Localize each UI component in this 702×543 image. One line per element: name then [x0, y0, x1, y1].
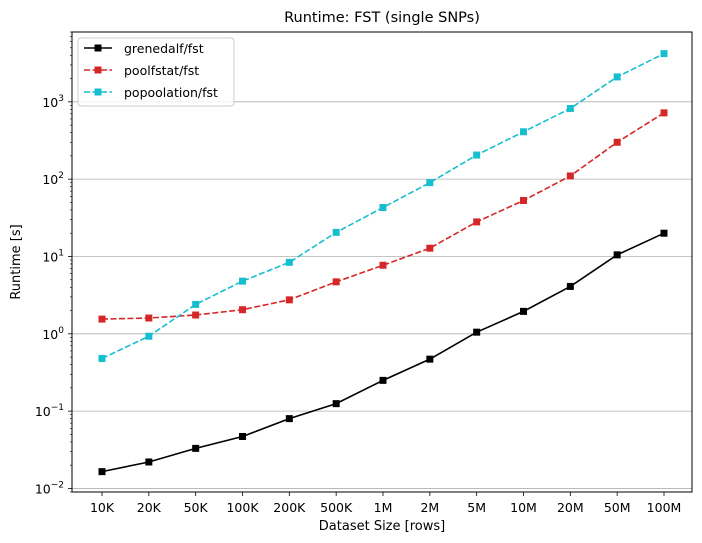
series-2-marker [332, 228, 340, 236]
series-0-marker [192, 444, 200, 452]
x-tick-label: 100M [647, 500, 682, 515]
series-2-marker [660, 50, 668, 58]
y-tick-label: 10−1 [35, 403, 64, 419]
legend-label-1: poolfstat/fst [124, 63, 199, 78]
series-1-marker [566, 172, 574, 180]
series-line-1 [101, 112, 665, 320]
series-0-marker [98, 468, 106, 476]
series-0-marker [426, 355, 434, 363]
legend-box [77, 37, 235, 107]
x-tick-label: 20M [557, 500, 584, 515]
x-tick-label: 100K [226, 500, 259, 515]
series-2-marker [520, 128, 527, 136]
x-tick-label: 10M [510, 500, 537, 515]
series-0-marker [613, 251, 621, 259]
series-0-marker [566, 282, 574, 290]
series-1-marker [473, 218, 481, 226]
x-tick-label: 50K [184, 500, 209, 515]
series-2-marker [145, 332, 153, 340]
series-2-marker [192, 300, 200, 308]
series-1-marker [285, 296, 293, 304]
x-tick-label: 2M [420, 500, 439, 515]
series-0-marker [145, 458, 153, 466]
series-1-marker [145, 314, 153, 322]
x-tick-label: 50M [604, 500, 631, 515]
series-0-marker [660, 229, 668, 237]
series-1-marker [520, 196, 527, 204]
y-axis-title: Runtime [s] [9, 224, 24, 299]
series-1-marker [98, 315, 106, 323]
series-line-0 [101, 232, 665, 473]
y-tick-label: 100 [42, 326, 64, 342]
series-2-marker [426, 179, 434, 187]
x-tick-label: 20K [137, 500, 162, 515]
series-2-marker [239, 277, 246, 285]
series-1-marker [426, 244, 434, 252]
series-0-marker [520, 307, 527, 315]
series-0-marker [332, 400, 340, 408]
y-tick-label: 103 [42, 94, 64, 110]
plot-frame [71, 31, 693, 493]
series-1-marker [332, 278, 340, 286]
y-tick-label: 101 [42, 248, 64, 264]
axis-ticks: 10−2 10−1 100 101 102 103 10K 20K 50K 100K 200K 500… [35, 31, 682, 515]
legend-marker-2 [94, 88, 102, 96]
series-2-marker [566, 104, 574, 112]
series-1-marker [613, 138, 621, 146]
series-1-marker [379, 261, 387, 269]
series-0-marker [239, 432, 246, 440]
series-2-marker [285, 258, 293, 266]
x-tick-label: 200K [273, 500, 306, 515]
series-0-marker [285, 415, 293, 423]
y-tick-label: 10−2 [35, 480, 64, 496]
series-lines [98, 50, 668, 476]
grid-lines [72, 101, 692, 489]
y-tick-label: 102 [42, 171, 64, 187]
series-2-marker [98, 354, 106, 362]
x-axis-title: Dataset Size [rows] [319, 519, 445, 534]
chart-title: Runtime: FST (single SNPs) [284, 10, 480, 26]
series-2-marker [379, 204, 387, 212]
series-1-marker [239, 306, 246, 314]
x-tick-label: 5M [467, 500, 486, 515]
series-2-marker [613, 73, 621, 81]
legend-marker-0 [94, 44, 102, 52]
legend-marker-1 [94, 66, 102, 74]
legend: grenedalf/fst poolfstat/fst popoolation/fs… [77, 37, 235, 107]
legend-label-2: popoolation/fst [124, 85, 218, 100]
series-2-marker [473, 151, 481, 159]
series-0-marker [379, 376, 387, 384]
x-tick-label: 10K [90, 500, 115, 515]
series-1-marker [660, 109, 668, 117]
legend-label-0: grenedalf/fst [124, 41, 204, 56]
series-0-marker [473, 328, 481, 336]
series-1-marker [192, 311, 200, 319]
x-tick-label: 500K [320, 500, 353, 515]
x-tick-label: 1M [374, 500, 393, 515]
